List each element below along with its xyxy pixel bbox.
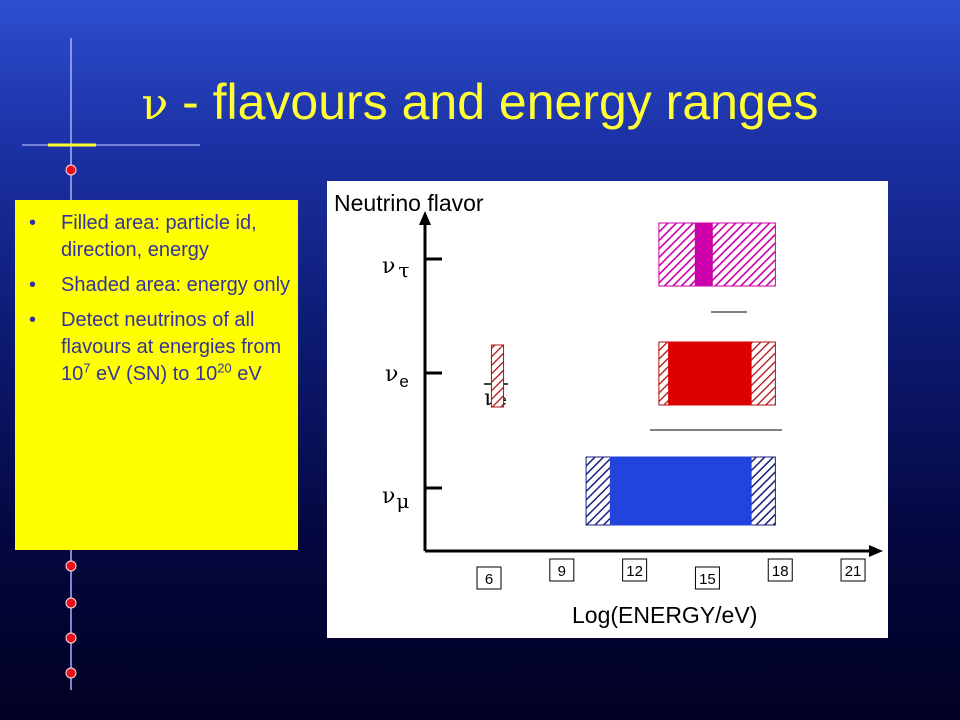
anti-electron-shaded-band — [490, 344, 505, 408]
bullet-detect-text-2: eV (SN) to 10 — [90, 363, 218, 385]
x-tick-box-21 — [840, 558, 866, 582]
range-bars — [490, 222, 776, 526]
tau-filled-band — [694, 222, 713, 287]
x-tick-box-18 — [767, 558, 793, 582]
x-tick-box-9 — [549, 558, 575, 582]
x-axis-arrow — [869, 545, 883, 557]
y-axis-title: Neutrino flavor — [334, 190, 484, 216]
bullet-shaded-area: Shaded area: energy only — [29, 272, 292, 299]
bullet-detect-exp-2: 20 — [217, 360, 232, 376]
x-tick-label-6: 6 — [485, 571, 493, 588]
flavor-label-mu: νμ — [382, 484, 409, 513]
x-tick-label-21: 21 — [845, 563, 862, 580]
bullet-detect-exp-1: 7 — [83, 360, 91, 376]
bullet-box: Filled area: particle id, direction, ene… — [15, 200, 298, 550]
y-axis-arrow — [419, 211, 431, 225]
x-tick-box-15 — [694, 566, 720, 590]
tau-shaded-band — [658, 222, 776, 287]
slide-title: ν - flavours and energy ranges — [0, 72, 960, 135]
bullet-detect-range: Detect neutrinos of all flavours at ener… — [29, 307, 292, 388]
x-tick-label-15: 15 — [699, 571, 716, 588]
bullet-detect-text-3: eV — [231, 363, 262, 385]
title-text: - flavours and energy ranges — [168, 74, 819, 130]
bullet-filled-area: Filled area: particle id, direction, ene… — [29, 210, 292, 264]
bullet-list: Filled area: particle id, direction, ene… — [15, 200, 298, 388]
x-axis-title: Log(ENERGY/eV) — [572, 602, 757, 628]
muon-filled-band — [609, 456, 752, 526]
x-tick-label-9: 9 — [558, 563, 566, 580]
x-tick-label-12: 12 — [626, 563, 643, 580]
x-tick-labels: 6 9 12 15 18 21 — [476, 558, 866, 590]
x-tick-box-12 — [622, 558, 648, 582]
x-tick-box-6 — [476, 566, 502, 590]
x-tick-label-18: 18 — [772, 563, 789, 580]
flavor-label-e: νe — [385, 362, 409, 391]
title-nu-symbol: ν — [141, 79, 169, 130]
electron-filled-band — [668, 341, 752, 406]
bullet-detect-text-1: Detect neutrinos of all flavours at ener… — [61, 309, 282, 385]
